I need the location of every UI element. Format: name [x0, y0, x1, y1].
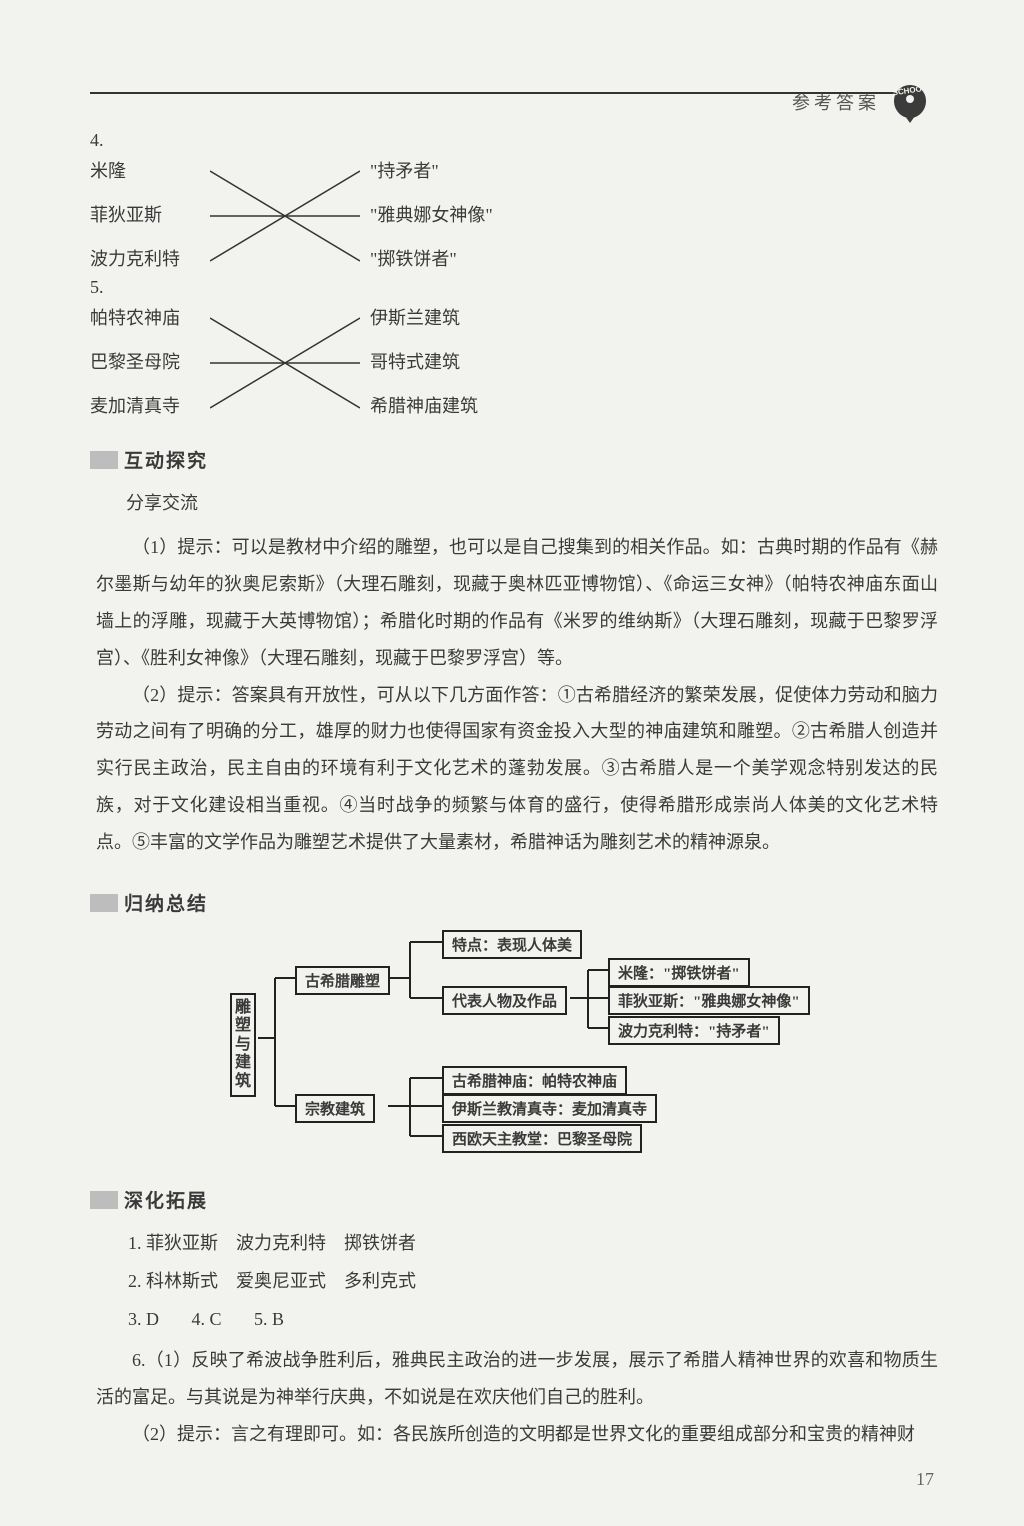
- q5-left-0: 帕特农神庙: [90, 308, 180, 330]
- section-interact: 互动探究: [90, 446, 944, 473]
- diagram-b2-1: 伊斯兰教清真寺：麦加清真寺: [442, 1094, 657, 1123]
- section-deep-title: 深化拓展: [124, 1191, 208, 1212]
- deep-row-2: 2. 科林斯式 爱奥尼亚式 多利克式: [128, 1263, 944, 1301]
- q4-number: 4.: [90, 130, 944, 151]
- deep-para-6-2: （2）提示：言之有理即可。如：各民族所创造的文明都是世界文化的重要组成部分和宝贵…: [90, 1416, 944, 1453]
- q4-left-0: 米隆: [90, 161, 180, 183]
- q4-right-1: "雅典娜女神像": [370, 205, 493, 227]
- deep-row-3: 3. D 4. C 5. B: [128, 1301, 944, 1339]
- summary-diagram: 雕塑与建筑 古希腊雕塑 特点：表现人体美 代表人物及作品 米隆："掷铁饼者" 菲…: [230, 928, 910, 1158]
- diagram-root: 雕塑与建筑: [230, 993, 256, 1097]
- page-number: 17: [916, 1469, 934, 1490]
- section-interact-title: 互动探究: [124, 451, 208, 472]
- q5-number: 5.: [90, 277, 944, 298]
- q5-lines: [210, 308, 360, 418]
- q4-right-2: "掷铁饼者": [370, 249, 493, 271]
- para-1: （1）提示：可以是教材中介绍的雕塑，也可以是自己搜集到的相关作品。如：古典时期的…: [90, 529, 944, 677]
- diagram-branch1: 古希腊雕塑: [295, 966, 390, 995]
- section-marker-icon: [90, 451, 118, 469]
- section-summary-title: 归纳总结: [124, 894, 208, 915]
- diagram-rep-1: 菲狄亚斯："雅典娜女神像": [608, 986, 810, 1015]
- para-2: （2）提示：答案具有开放性，可从以下几方面作答：①古希腊经济的繁荣发展，促使体力…: [90, 677, 944, 861]
- header-rule: [90, 92, 904, 94]
- section-marker-icon: [90, 1191, 118, 1209]
- q5-left-1: 巴黎圣母院: [90, 352, 180, 374]
- q4-lines: [210, 161, 360, 271]
- deep-3a: 3. D: [128, 1309, 159, 1329]
- deep-list: 1. 菲狄亚斯 波力克利特 掷铁饼者 2. 科林斯式 爱奥尼亚式 多利克式 3.…: [90, 1225, 944, 1338]
- q4-left-col: 米隆 菲狄亚斯 波力克利特: [90, 161, 180, 271]
- deep-3b: 4. C: [192, 1309, 222, 1329]
- q5-right-0: 伊斯兰建筑: [370, 308, 478, 330]
- q4-match: 米隆 菲狄亚斯 波力克利特 "持矛者" "雅典娜女神像" "掷铁饼者": [90, 161, 610, 271]
- q4-right-0: "持矛者": [370, 161, 493, 183]
- diagram-rep-label: 代表人物及作品: [442, 986, 567, 1015]
- deep-3c: 5. B: [254, 1309, 284, 1329]
- diagram-b2-0: 古希腊神庙：帕特农神庙: [442, 1066, 627, 1095]
- q5-left-col: 帕特农神庙 巴黎圣母院 麦加清真寺: [90, 308, 180, 418]
- school-badge-icon: SCHOOL: [886, 78, 934, 126]
- q5-right-2: 希腊神庙建筑: [370, 396, 478, 418]
- diagram-rep-0: 米隆："掷铁饼者": [608, 958, 750, 987]
- q5-left-2: 麦加清真寺: [90, 396, 180, 418]
- header-right: 参考答案 SCHOOL: [792, 78, 934, 126]
- q5-right-col: 伊斯兰建筑 哥特式建筑 希腊神庙建筑: [370, 308, 478, 418]
- diagram-branch2: 宗教建筑: [295, 1094, 375, 1123]
- q5-match: 帕特农神庙 巴黎圣母院 麦加清真寺 伊斯兰建筑 哥特式建筑 希腊神庙建筑: [90, 308, 610, 418]
- content: 4. 米隆 菲狄亚斯 波力克利特 "持矛者" "雅典娜女神像" "掷铁饼者" 5…: [90, 130, 944, 1453]
- q5-right-1: 哥特式建筑: [370, 352, 478, 374]
- q4-left-1: 菲狄亚斯: [90, 205, 180, 227]
- deep-para-6-1: 6.（1）反映了希波战争胜利后，雅典民主政治的进一步发展，展示了希腊人精神世界的…: [90, 1342, 944, 1416]
- diagram-rep-2: 波力克利特："持矛者": [608, 1016, 780, 1045]
- diagram-b2-2: 西欧天主教堂：巴黎圣母院: [442, 1124, 642, 1153]
- page-header-label: 参考答案: [792, 89, 880, 115]
- q4-right-col: "持矛者" "雅典娜女神像" "掷铁饼者": [370, 161, 493, 271]
- diagram-feature: 特点：表现人体美: [442, 930, 582, 959]
- section-summary: 归纳总结: [90, 889, 944, 916]
- share-subtitle: 分享交流: [126, 489, 944, 515]
- deep-row-1: 1. 菲狄亚斯 波力克利特 掷铁饼者: [128, 1225, 944, 1263]
- section-marker-icon: [90, 894, 118, 912]
- q4-left-2: 波力克利特: [90, 249, 180, 271]
- section-deep: 深化拓展: [90, 1186, 944, 1213]
